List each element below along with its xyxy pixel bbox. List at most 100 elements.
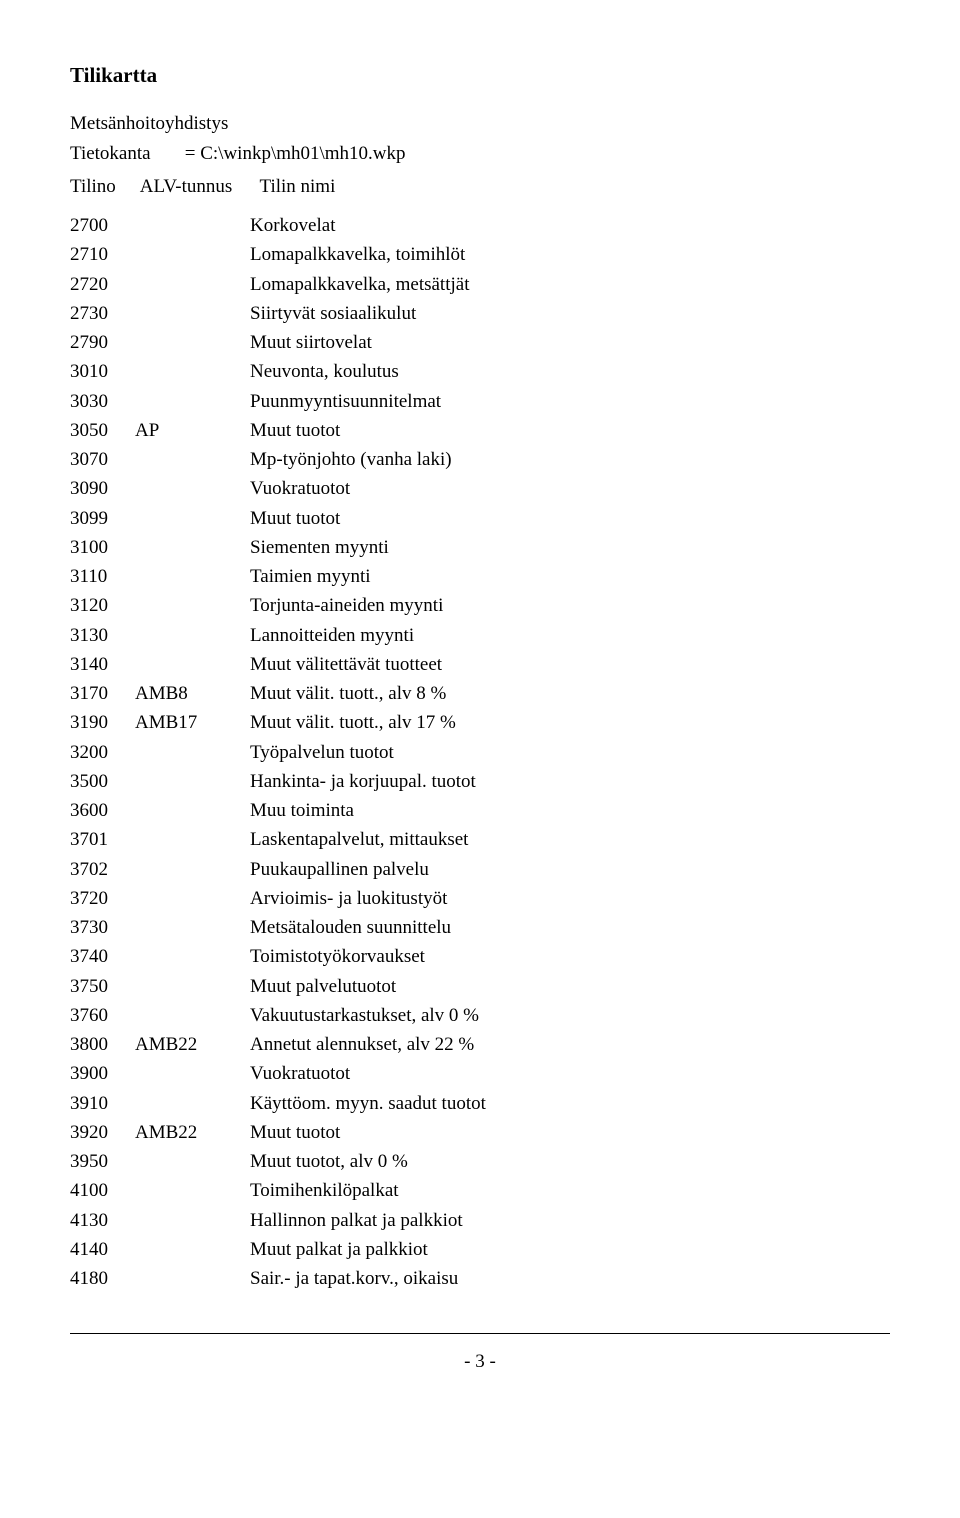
cell-tilino: 2720 <box>70 270 135 299</box>
cell-nimi: Sair.- ja tapat.korv., oikaisu <box>250 1264 458 1293</box>
table-row: 3740 Toimistotyökorvaukset <box>70 942 890 971</box>
table-row: 3100 Siementen myynti <box>70 533 890 562</box>
cell-nimi: Annetut alennukset, alv 22 % <box>250 1030 474 1059</box>
cell-tilino: 2730 <box>70 299 135 328</box>
cell-alv: AMB17 <box>135 708 250 737</box>
table-row: 3500 Hankinta- ja korjuupal. tuotot <box>70 767 890 796</box>
cell-tilino: 3200 <box>70 738 135 767</box>
cell-nimi: Hallinnon palkat ja palkkiot <box>250 1206 463 1235</box>
table-row: 4130Hallinnon palkat ja palkkiot <box>70 1206 890 1235</box>
cell-alv: AMB8 <box>135 679 250 708</box>
table-row: 3030Puunmyyntisuunnitelmat <box>70 387 890 416</box>
table-row: 3090 Vuokratuotot <box>70 474 890 503</box>
header-nimi: Tilin nimi <box>260 173 336 202</box>
cell-nimi: Käyttöom. myyn. saadut tuotot <box>250 1089 486 1118</box>
cell-nimi: Toimistotyökorvaukset <box>250 942 425 971</box>
cell-nimi: Muut tuotot <box>250 504 340 533</box>
table-row: 3701 Laskentapalvelut, mittaukset <box>70 825 890 854</box>
cell-nimi: Puukaupallinen palvelu <box>250 855 429 884</box>
cell-tilino: 3760 <box>70 1001 135 1030</box>
cell-nimi: Siirtyvät sosiaalikulut <box>250 299 416 328</box>
cell-tilino: 3702 <box>70 855 135 884</box>
table-row: 3120 Torjunta-aineiden myynti <box>70 591 890 620</box>
table-row: 3702 Puukaupallinen palvelu <box>70 855 890 884</box>
cell-nimi: Muut välitettävät tuotteet <box>250 650 442 679</box>
cell-tilino: 3900 <box>70 1059 135 1088</box>
cell-tilino: 3500 <box>70 767 135 796</box>
table-row: 2790Muut siirtovelat <box>70 328 890 357</box>
cell-tilino: 3090 <box>70 474 135 503</box>
cell-tilino: 3170 <box>70 679 135 708</box>
cell-tilino: 3070 <box>70 445 135 474</box>
cell-nimi: Mp-työnjohto (vanha laki) <box>250 445 452 474</box>
cell-tilino: 3701 <box>70 825 135 854</box>
cell-nimi: Muut välit. tuott., alv 8 % <box>250 679 446 708</box>
meta-row: Tietokanta = C:\winkp\mh01\mh10.wkp <box>70 140 890 169</box>
table-row: 2710Lomapalkkavelka, toimihlöt <box>70 240 890 269</box>
cell-tilino: 3740 <box>70 942 135 971</box>
cell-tilino: 2700 <box>70 211 135 240</box>
cell-nimi: Toimihenkilöpalkat <box>250 1176 399 1205</box>
table-row: 2700 Korkovelat <box>70 211 890 240</box>
cell-nimi: Torjunta-aineiden myynti <box>250 591 443 620</box>
table-row: 3760Vakuutustarkastukset, alv 0 % <box>70 1001 890 1030</box>
cell-tilino: 3750 <box>70 972 135 1001</box>
cell-tilino: 3730 <box>70 913 135 942</box>
cell-alv: AMB22 <box>135 1118 250 1147</box>
table-row: 3900Vuokratuotot <box>70 1059 890 1088</box>
cell-nimi: Muut välit. tuott., alv 17 % <box>250 708 456 737</box>
cell-tilino: 3110 <box>70 562 135 591</box>
table-row: 2720Lomapalkkavelka, metsättjät <box>70 270 890 299</box>
table-row: 3170AMB8Muut välit. tuott., alv 8 % <box>70 679 890 708</box>
cell-tilino: 3050 <box>70 416 135 445</box>
table-row: 3140 Muut välitettävät tuotteet <box>70 650 890 679</box>
cell-tilino: 4100 <box>70 1176 135 1205</box>
cell-tilino: 3100 <box>70 533 135 562</box>
cell-nimi: Arvioimis- ja luokitustyöt <box>250 884 447 913</box>
cell-tilino: 3800 <box>70 1030 135 1059</box>
cell-alv: AMB22 <box>135 1030 250 1059</box>
table-row: 3190AMB17Muut välit. tuott., alv 17 % <box>70 708 890 737</box>
cell-nimi: Muu toiminta <box>250 796 354 825</box>
cell-tilino: 3120 <box>70 591 135 620</box>
table-row: 4180Sair.- ja tapat.korv., oikaisu <box>70 1264 890 1293</box>
doc-title: Tilikartta <box>70 60 890 92</box>
cell-nimi: Muut tuotot <box>250 1118 340 1147</box>
cell-tilino: 3920 <box>70 1118 135 1147</box>
cell-nimi: Hankinta- ja korjuupal. tuotot <box>250 767 476 796</box>
table-row: 3720Arvioimis- ja luokitustyöt <box>70 884 890 913</box>
table-row: 3920AMB22Muut tuotot <box>70 1118 890 1147</box>
table-row: 4140Muut palkat ja palkkiot <box>70 1235 890 1264</box>
cell-nimi: Muut tuotot <box>250 416 340 445</box>
table-row: 3010Neuvonta, koulutus <box>70 357 890 386</box>
meta-value: = C:\winkp\mh01\mh10.wkp <box>185 143 406 164</box>
cell-nimi: Muut palkat ja palkkiot <box>250 1235 428 1264</box>
cell-nimi: Muut siirtovelat <box>250 328 372 357</box>
table-row: 4100 Toimihenkilöpalkat <box>70 1176 890 1205</box>
table-row: 3110Taimien myynti <box>70 562 890 591</box>
cell-nimi: Vuokratuotot <box>250 474 350 503</box>
cell-nimi: Muut tuotot, alv 0 % <box>250 1147 408 1176</box>
cell-nimi: Lannoitteiden myynti <box>250 621 414 650</box>
cell-nimi: Siementen myynti <box>250 533 389 562</box>
cell-nimi: Korkovelat <box>250 211 335 240</box>
table-row: 3950Muut tuotot, alv 0 % <box>70 1147 890 1176</box>
footer-divider <box>70 1333 890 1334</box>
table-row: 3050APMuut tuotot <box>70 416 890 445</box>
table-body: 2700 Korkovelat2710Lomapalkkavelka, toimi… <box>70 211 890 1293</box>
cell-tilino: 3600 <box>70 796 135 825</box>
cell-tilino: 2710 <box>70 240 135 269</box>
table-row: 3910 Käyttöom. myyn. saadut tuotot <box>70 1089 890 1118</box>
table-row: 3099Muut tuotot <box>70 504 890 533</box>
cell-tilino: 3030 <box>70 387 135 416</box>
page-number: - 3 - <box>70 1348 890 1377</box>
table-row: 3600 Muu toiminta <box>70 796 890 825</box>
cell-nimi: Työpalvelun tuotot <box>250 738 394 767</box>
cell-tilino: 3910 <box>70 1089 135 1118</box>
table-row: 2730 Siirtyvät sosiaalikulut <box>70 299 890 328</box>
cell-nimi: Laskentapalvelut, mittaukset <box>250 825 468 854</box>
cell-alv: AP <box>135 416 250 445</box>
cell-tilino: 3010 <box>70 357 135 386</box>
cell-tilino: 3190 <box>70 708 135 737</box>
cell-tilino: 3140 <box>70 650 135 679</box>
